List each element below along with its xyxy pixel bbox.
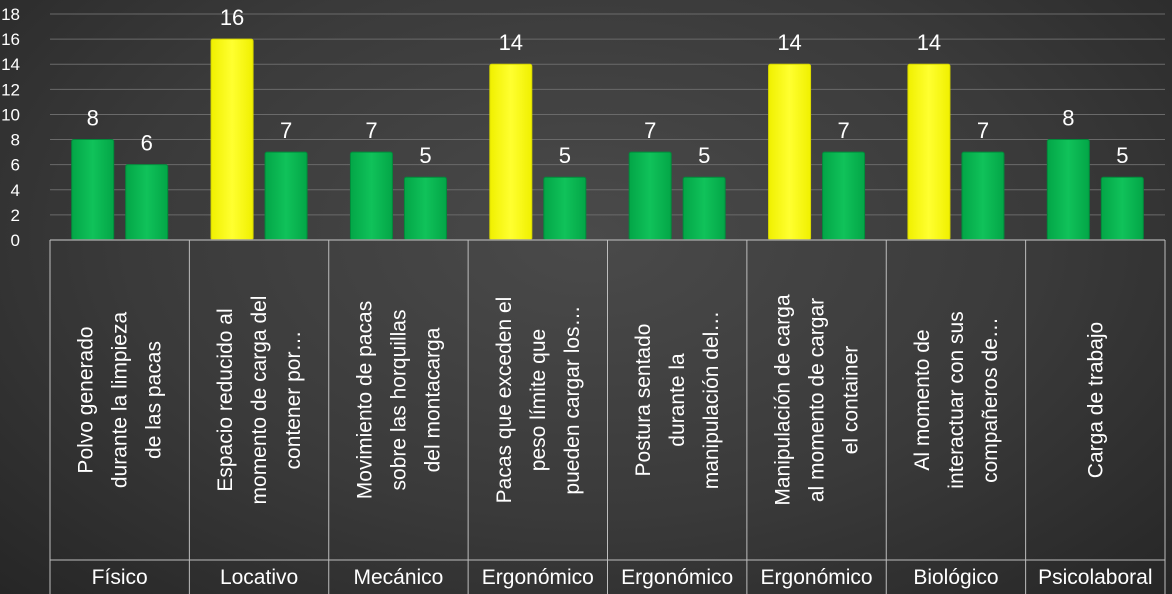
data-label: 8 bbox=[87, 106, 99, 131]
category-label-line: interactuar con sus bbox=[945, 311, 968, 488]
category-label-line: al momento de cargar bbox=[806, 298, 829, 502]
data-label: 5 bbox=[1116, 143, 1128, 168]
data-label: 14 bbox=[917, 30, 941, 55]
group-label: Ergonómico bbox=[761, 566, 873, 589]
bar bbox=[768, 63, 812, 241]
data-label: 5 bbox=[419, 143, 431, 168]
category-label-line: Movimiento de pacas bbox=[353, 301, 376, 499]
y-tick-label: 10 bbox=[1, 105, 20, 124]
category-label: Polvo generado durante la limpieza de las … bbox=[75, 312, 166, 489]
bar bbox=[1100, 176, 1144, 241]
category-label-line: Pacas que exceden el bbox=[493, 297, 516, 504]
bar bbox=[403, 176, 447, 241]
bar bbox=[349, 151, 393, 241]
category-label-line: contener por… bbox=[282, 331, 305, 470]
group-label: Locativo bbox=[220, 566, 298, 589]
category-label-line: Manipulación de carga bbox=[772, 294, 795, 506]
value-labels: 8 6 16 7 7 5 14 5 7 5 14 7 14 7 8 5 bbox=[87, 5, 1129, 168]
bar bbox=[961, 151, 1005, 241]
y-tick-label: 14 bbox=[1, 55, 20, 74]
category-label-line: durante la limpieza bbox=[109, 312, 132, 489]
group-label: Biológico bbox=[913, 566, 998, 589]
category-label-line: manipulación del… bbox=[700, 311, 723, 490]
category-label-line: el container bbox=[840, 346, 863, 455]
bar bbox=[822, 151, 866, 241]
category-label-line: Carga de trabajo bbox=[1084, 322, 1107, 478]
data-label: 16 bbox=[220, 5, 244, 30]
category-label: Carga de trabajo bbox=[1084, 322, 1107, 478]
bar bbox=[628, 151, 672, 241]
bar bbox=[543, 176, 587, 241]
group-label: Mecánico bbox=[353, 566, 443, 589]
bar bbox=[1046, 139, 1090, 241]
group-label: Psicolaboral bbox=[1038, 566, 1152, 589]
data-label: 5 bbox=[559, 143, 571, 168]
bar bbox=[210, 38, 254, 241]
category-label-line: durante la bbox=[666, 353, 689, 447]
category-label: Pacas que exceden el peso límite que puede… bbox=[493, 297, 584, 504]
y-tick-label: 4 bbox=[11, 181, 20, 200]
category-label: Postura sentado durante la manipulación de… bbox=[632, 311, 723, 490]
category-label-line: Postura sentado bbox=[632, 324, 655, 477]
x-axis: Polvo generado durante la limpieza de las … bbox=[49, 239, 1166, 594]
y-tick-label: 6 bbox=[11, 156, 20, 175]
data-label: 7 bbox=[977, 118, 989, 143]
bar bbox=[125, 164, 169, 241]
y-axis: 0 2 4 6 8 10 12 14 16 18 bbox=[1, 5, 20, 250]
y-tick-label: 12 bbox=[1, 80, 20, 99]
bar bbox=[489, 63, 533, 241]
data-label: 5 bbox=[698, 143, 710, 168]
category-label-line: Espacio reducido al bbox=[214, 308, 237, 491]
bars bbox=[71, 38, 1144, 241]
bar bbox=[71, 139, 115, 241]
category-label-line: Polvo generado bbox=[75, 326, 98, 473]
category-label-line: compañeros de… bbox=[979, 317, 1002, 483]
data-label: 14 bbox=[777, 30, 801, 55]
category-label: Manipulación de carga al momento de carga… bbox=[772, 294, 863, 506]
data-label: 7 bbox=[644, 118, 656, 143]
data-label: 14 bbox=[499, 30, 523, 55]
y-tick-label: 0 bbox=[11, 231, 20, 250]
data-label: 6 bbox=[141, 131, 153, 156]
y-tick-label: 16 bbox=[1, 30, 20, 49]
y-tick-label: 18 bbox=[1, 5, 20, 24]
y-tick-label: 8 bbox=[11, 131, 20, 150]
data-label: 7 bbox=[365, 118, 377, 143]
bar bbox=[682, 176, 726, 241]
category-label-line: sobre las horquillas bbox=[387, 310, 410, 491]
category-label: Espacio reducido al momento de carga del c… bbox=[214, 296, 305, 505]
group-label: Ergonómico bbox=[621, 566, 733, 589]
category-label: Al momento de interactuar con sus compañer… bbox=[911, 311, 1002, 488]
category-label-line: del montacarga bbox=[421, 327, 444, 472]
bar bbox=[264, 151, 308, 241]
category-label-line: Al momento de bbox=[911, 329, 934, 470]
data-label: 8 bbox=[1062, 106, 1074, 131]
category-label-line: pueden cargar los… bbox=[561, 305, 584, 494]
category-label-line: de las pacas bbox=[143, 341, 166, 459]
category-label-line: peso límite que bbox=[527, 329, 550, 471]
bar bbox=[907, 63, 951, 241]
group-label: Ergonómico bbox=[482, 566, 594, 589]
category-label-line: momento de carga del bbox=[248, 296, 271, 505]
data-label: 7 bbox=[280, 118, 292, 143]
category-label: Movimiento de pacas sobre las horquillas d… bbox=[353, 301, 444, 499]
data-label: 7 bbox=[837, 118, 849, 143]
group-label: Físico bbox=[92, 566, 148, 589]
y-tick-label: 2 bbox=[11, 206, 20, 225]
